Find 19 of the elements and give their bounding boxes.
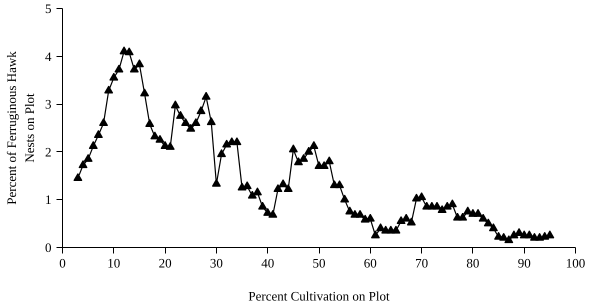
x-tick-label: 50 [312,256,326,270]
x-axis-title: Percent Cultivation on Plot [248,288,390,304]
x-tick-label: 80 [466,256,480,270]
x-tick-label: 100 [566,256,586,270]
x-tick-label: 20 [158,256,172,270]
x-tick-label: 70 [415,256,428,270]
y-tick-label: 1 [45,192,52,208]
x-tick-label: 0 [59,256,66,270]
x-tick-label: 60 [364,256,377,270]
y-tick-label: 4 [45,48,52,64]
x-tick-label: 90 [518,256,531,270]
y-tick-label: 0 [45,240,52,255]
y-tick-label: 5 [45,1,52,16]
y-tick-label: 2 [45,144,52,160]
x-tick-label: 10 [107,256,120,270]
y-tick-label: 3 [45,96,52,112]
y-axis-title: Percent of Ferruginous Hawk Nests on Plot [4,50,37,205]
x-tick-label: 30 [210,256,223,270]
x-tick-label: 40 [261,256,274,270]
